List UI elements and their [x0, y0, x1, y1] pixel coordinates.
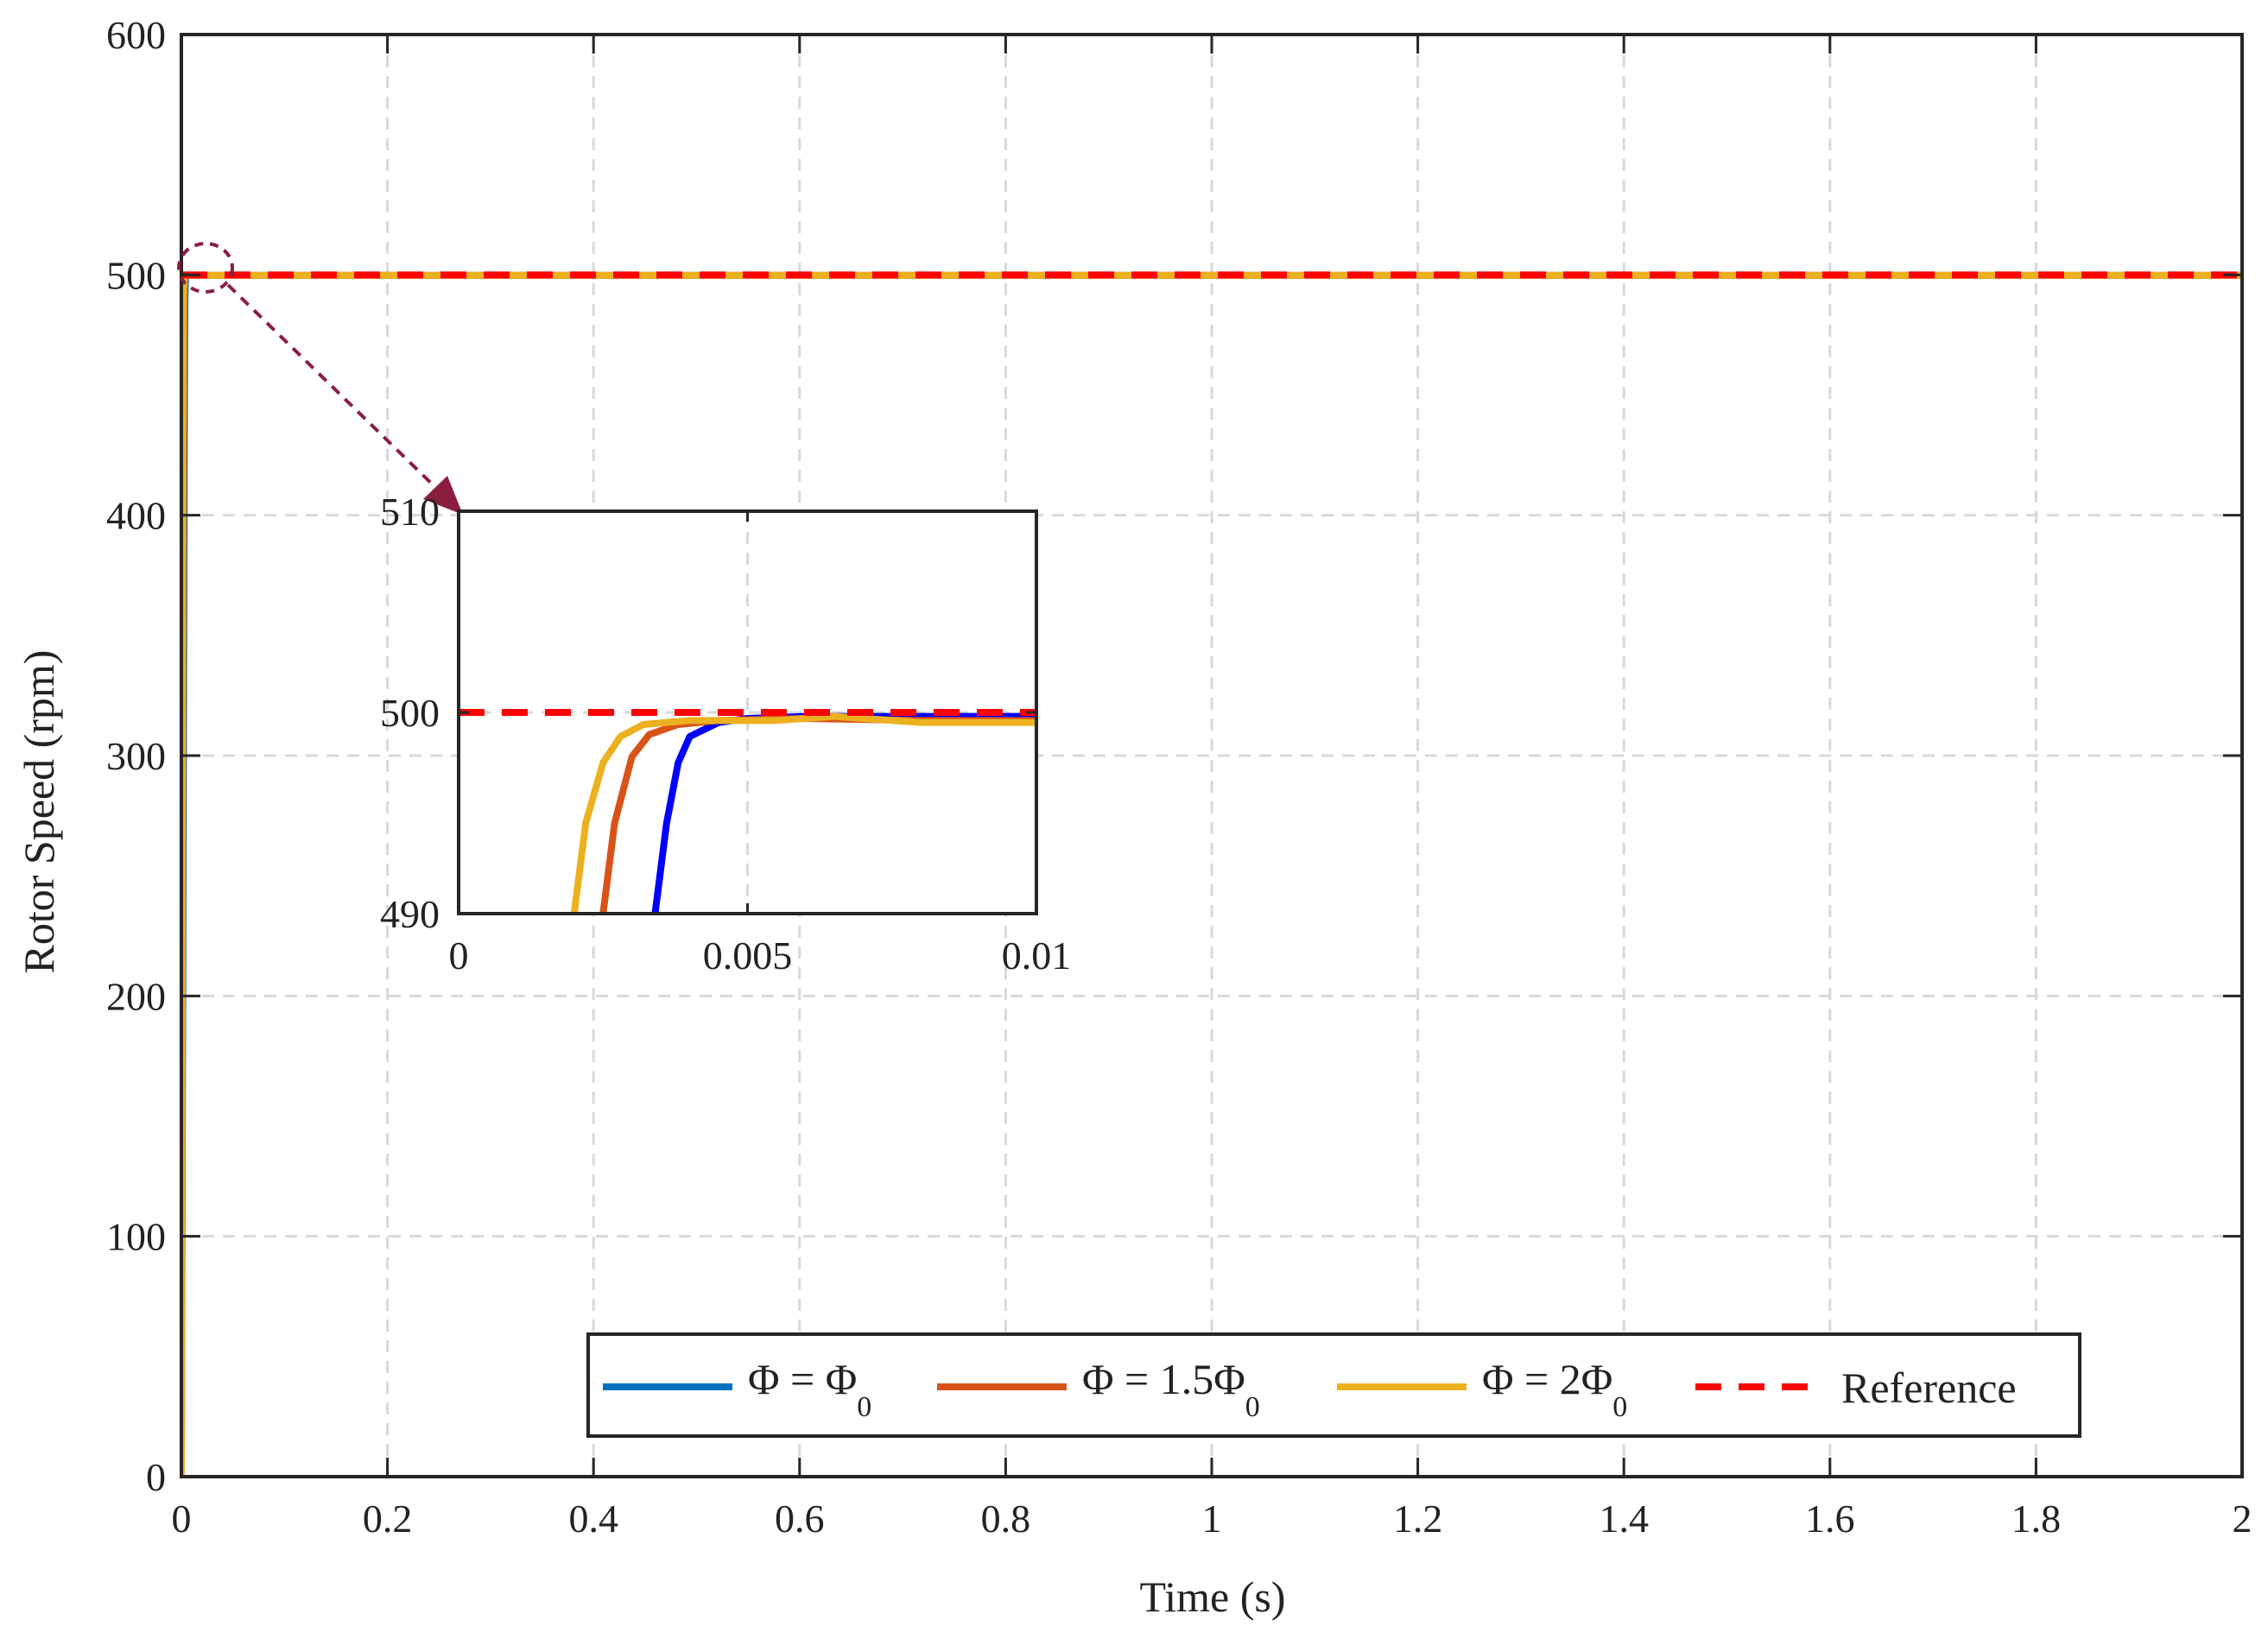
x-tick-label: 0.005 — [703, 933, 793, 978]
y-tick-label: 300 — [106, 734, 166, 778]
legend-label: Φ = 2Φ0 — [1482, 1355, 1627, 1423]
y-tick-label: 600 — [106, 13, 166, 57]
x-tick-label: 1 — [1202, 1497, 1222, 1541]
zoom-arrow-head — [423, 476, 463, 515]
y-tick-label: 500 — [106, 253, 166, 297]
y-tick-label: 100 — [106, 1215, 166, 1259]
legend: Φ = Φ0 Φ = 1.5Φ0 Φ = 2Φ0 Reference — [586, 1332, 2081, 1438]
legend-label: Φ = Φ0 — [748, 1355, 871, 1423]
main-plot-frame — [180, 33, 2244, 1478]
inset-tick-labels: 0 0.005 0.01 490 500 510 — [380, 490, 1071, 978]
x-tick-label: 1.2 — [1393, 1497, 1443, 1541]
x-tick-label: 2 — [2233, 1497, 2252, 1541]
y-tick-label: 0 — [146, 1455, 166, 1499]
x-tick-label: 0.01 — [1002, 933, 1072, 978]
series-line — [570, 712, 1036, 914]
y-axis-label: Rotor Speed (rpm) — [15, 650, 63, 974]
legend-label: Reference — [1841, 1364, 2017, 1412]
zoom-region-marker — [177, 242, 234, 294]
legend-entry: Reference — [1695, 1364, 2017, 1412]
x-tick-label: 0.6 — [775, 1497, 825, 1541]
y-tick-label: 490 — [380, 892, 440, 936]
zoom-arrow-line — [226, 283, 444, 496]
y-tick-label: 200 — [106, 974, 166, 1018]
legend-entry: Φ = Φ0 — [603, 1355, 871, 1423]
x-tick-label: 0 — [449, 933, 469, 978]
x-tick-label: 1.6 — [1805, 1497, 1855, 1541]
x-tick-label: 0.8 — [981, 1497, 1031, 1541]
x-tick-label: 0.2 — [363, 1497, 413, 1541]
x-tick-label: 1.8 — [2011, 1497, 2062, 1541]
inset-plot-frame — [457, 509, 1038, 915]
main-tick-labels: 0 0.2 0.4 0.6 0.8 1 1.2 1.4 1.6 1.8 2 0 100 200 300 400… — [106, 13, 2252, 1541]
legend-box — [586, 1332, 2081, 1438]
x-tick-label: 0 — [172, 1497, 192, 1541]
y-tick-label: 400 — [106, 494, 166, 538]
y-tick-label: 500 — [380, 691, 440, 735]
main-tick-marks — [180, 33, 2244, 1478]
legend-label: Φ = 1.5Φ0 — [1082, 1355, 1260, 1423]
x-tick-label: 1.4 — [1599, 1497, 1649, 1541]
legend-entry: Φ = 2Φ0 — [1337, 1355, 1627, 1423]
legend-entry: Φ = 1.5Φ0 — [937, 1355, 1260, 1423]
x-tick-label: 0.4 — [568, 1497, 618, 1541]
x-axis-label: Time (s) — [1139, 1573, 1285, 1621]
y-tick-label: 510 — [380, 490, 440, 534]
inset-series-group — [459, 709, 1036, 914]
